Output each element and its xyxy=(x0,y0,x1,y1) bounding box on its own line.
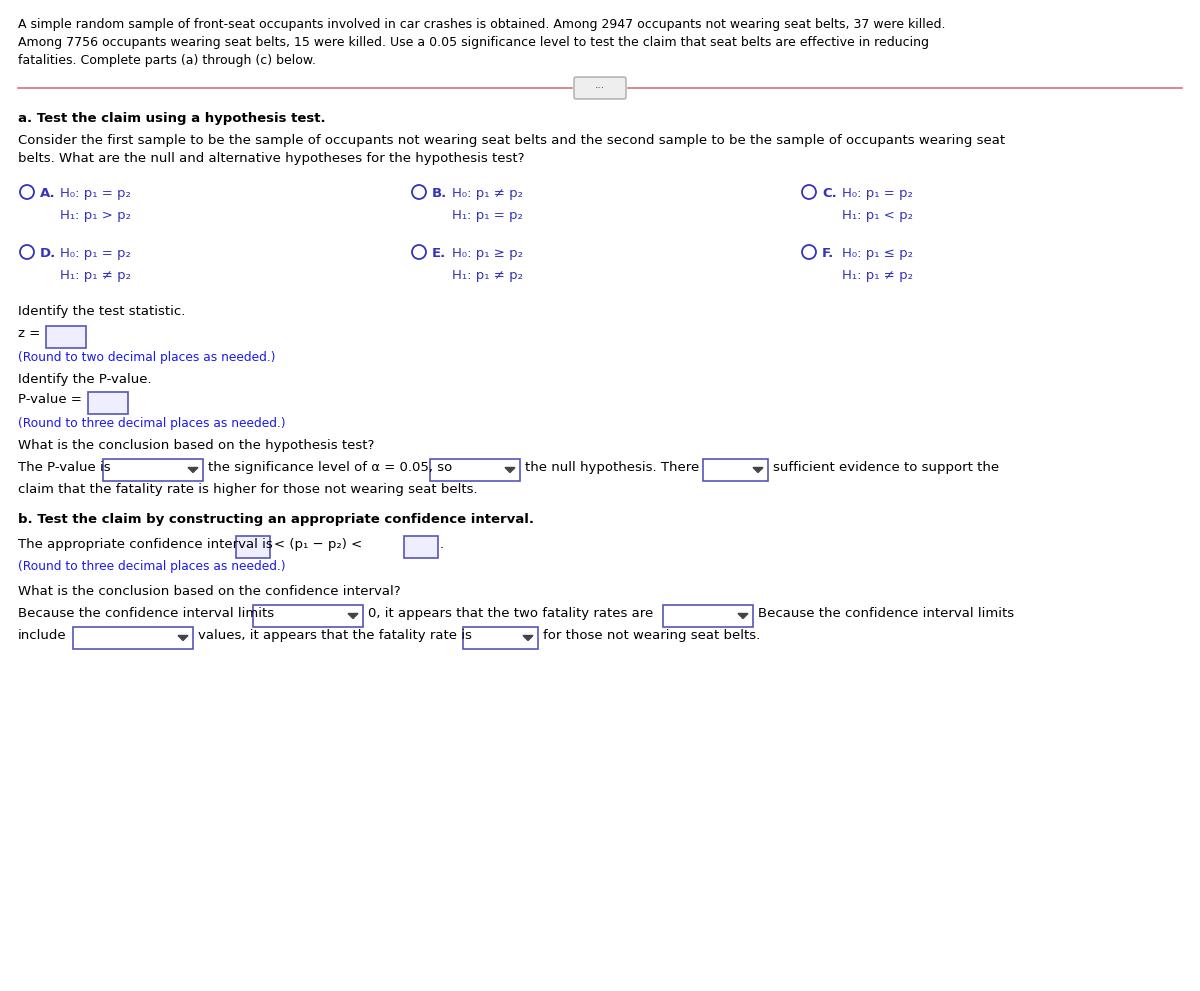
Polygon shape xyxy=(754,468,763,473)
Bar xyxy=(404,536,438,558)
Text: H₀: p₁ ≠ p₂: H₀: p₁ ≠ p₂ xyxy=(452,187,523,200)
Bar xyxy=(463,627,538,649)
Text: A simple random sample of front-seat occupants involved in car crashes is obtain: A simple random sample of front-seat occ… xyxy=(18,18,946,31)
Text: for those not wearing seat belts.: for those not wearing seat belts. xyxy=(542,629,761,642)
Bar xyxy=(46,326,86,348)
Text: the null hypothesis. There: the null hypothesis. There xyxy=(526,461,700,474)
Text: F.: F. xyxy=(822,247,834,260)
Polygon shape xyxy=(188,468,198,473)
Text: The appropriate confidence interval is: The appropriate confidence interval is xyxy=(18,538,272,551)
Text: Because the confidence interval limits: Because the confidence interval limits xyxy=(758,607,1014,620)
Text: P-value =: P-value = xyxy=(18,393,82,406)
Polygon shape xyxy=(348,613,358,618)
Text: E.: E. xyxy=(432,247,446,260)
Text: a. Test the claim using a hypothesis test.: a. Test the claim using a hypothesis tes… xyxy=(18,112,325,125)
Text: fatalities. Complete parts (a) through (c) below.: fatalities. Complete parts (a) through (… xyxy=(18,54,316,67)
Polygon shape xyxy=(178,635,188,640)
Bar xyxy=(236,536,270,558)
Text: b. Test the claim by constructing an appropriate confidence interval.: b. Test the claim by constructing an app… xyxy=(18,513,534,526)
Text: C.: C. xyxy=(822,187,836,200)
Text: Identify the test statistic.: Identify the test statistic. xyxy=(18,305,185,318)
Text: < (p₁ − p₂) <: < (p₁ − p₂) < xyxy=(274,538,362,551)
Text: H₁: p₁ < p₂: H₁: p₁ < p₂ xyxy=(842,209,913,222)
Text: H₀: p₁ = p₂: H₀: p₁ = p₂ xyxy=(60,247,131,260)
Text: H₁: p₁ = p₂: H₁: p₁ = p₂ xyxy=(452,209,523,222)
Bar xyxy=(430,459,520,481)
Text: include: include xyxy=(18,629,67,642)
Text: 0, it appears that the two fatality rates are: 0, it appears that the two fatality rate… xyxy=(368,607,653,620)
Bar xyxy=(662,605,754,627)
Bar xyxy=(103,459,203,481)
Text: H₁: p₁ > p₂: H₁: p₁ > p₂ xyxy=(60,209,131,222)
Text: The P-value is: The P-value is xyxy=(18,461,110,474)
Text: H₁: p₁ ≠ p₂: H₁: p₁ ≠ p₂ xyxy=(842,269,913,282)
Text: Because the confidence interval limits: Because the confidence interval limits xyxy=(18,607,274,620)
Text: What is the conclusion based on the hypothesis test?: What is the conclusion based on the hypo… xyxy=(18,439,374,452)
Text: H₀: p₁ ≥ p₂: H₀: p₁ ≥ p₂ xyxy=(452,247,523,260)
Bar xyxy=(703,459,768,481)
FancyBboxPatch shape xyxy=(574,77,626,99)
Text: sufficient evidence to support the: sufficient evidence to support the xyxy=(773,461,1000,474)
Text: claim that the fatality rate is higher for those not wearing seat belts.: claim that the fatality rate is higher f… xyxy=(18,483,478,496)
Text: A.: A. xyxy=(40,187,55,200)
Text: (Round to three decimal places as needed.): (Round to three decimal places as needed… xyxy=(18,417,286,430)
Text: ...: ... xyxy=(595,80,605,90)
Text: H₀: p₁ = p₂: H₀: p₁ = p₂ xyxy=(842,187,913,200)
Bar xyxy=(73,627,193,649)
Text: belts. What are the null and alternative hypotheses for the hypothesis test?: belts. What are the null and alternative… xyxy=(18,152,524,165)
Text: H₁: p₁ ≠ p₂: H₁: p₁ ≠ p₂ xyxy=(452,269,523,282)
Polygon shape xyxy=(738,613,748,618)
Bar xyxy=(253,605,364,627)
Text: H₁: p₁ ≠ p₂: H₁: p₁ ≠ p₂ xyxy=(60,269,131,282)
Text: H₀: p₁ ≤ p₂: H₀: p₁ ≤ p₂ xyxy=(842,247,913,260)
Bar xyxy=(88,392,128,414)
Text: Among 7756 occupants wearing seat belts, 15 were killed. Use a 0.05 significance: Among 7756 occupants wearing seat belts,… xyxy=(18,36,929,49)
Text: Consider the first sample to be the sample of occupants not wearing seat belts a: Consider the first sample to be the samp… xyxy=(18,134,1006,147)
Text: (Round to two decimal places as needed.): (Round to two decimal places as needed.) xyxy=(18,351,276,364)
Text: H₀: p₁ = p₂: H₀: p₁ = p₂ xyxy=(60,187,131,200)
Text: the significance level of α = 0.05, so: the significance level of α = 0.05, so xyxy=(208,461,452,474)
Text: z =: z = xyxy=(18,327,41,340)
Text: (Round to three decimal places as needed.): (Round to three decimal places as needed… xyxy=(18,560,286,573)
Polygon shape xyxy=(523,635,533,640)
Text: values, it appears that the fatality rate is: values, it appears that the fatality rat… xyxy=(198,629,472,642)
Text: What is the conclusion based on the confidence interval?: What is the conclusion based on the conf… xyxy=(18,585,401,598)
Polygon shape xyxy=(505,468,515,473)
Text: D.: D. xyxy=(40,247,56,260)
Text: .: . xyxy=(440,538,444,551)
Text: Identify the P-value.: Identify the P-value. xyxy=(18,373,151,386)
Text: B.: B. xyxy=(432,187,448,200)
